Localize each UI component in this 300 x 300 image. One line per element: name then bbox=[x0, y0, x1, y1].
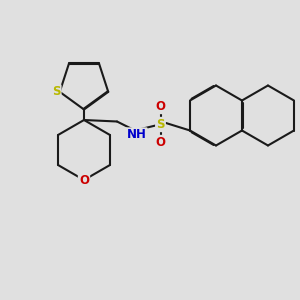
Text: S: S bbox=[156, 118, 165, 131]
Text: O: O bbox=[79, 173, 89, 187]
Text: S: S bbox=[52, 85, 60, 98]
Text: O: O bbox=[155, 100, 166, 113]
Text: NH: NH bbox=[127, 128, 146, 142]
Text: O: O bbox=[155, 136, 166, 149]
